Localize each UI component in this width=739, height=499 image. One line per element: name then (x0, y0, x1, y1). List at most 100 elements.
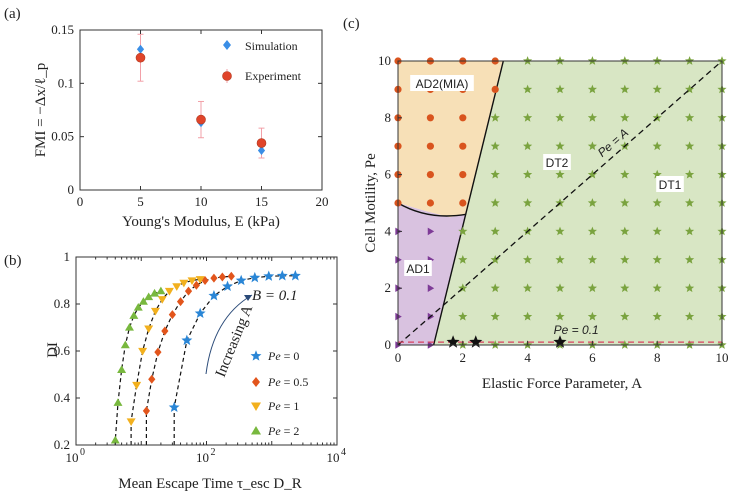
chart-a-xtick-label: 0 (77, 194, 84, 209)
chart-b-series-line (130, 278, 201, 445)
chart-b-point (110, 435, 120, 444)
chart-b-ytick-label: 0.8 (54, 296, 70, 311)
point-dt (685, 254, 695, 264)
chart-b-xlabel: Mean Escape Time τ_esc D_R (118, 476, 302, 492)
experiment-point (256, 138, 267, 148)
point-dt (555, 141, 565, 151)
chart-b-legend-label: Pe = 2 (267, 424, 299, 438)
chart-a-ytick-label: 0.1 (58, 75, 74, 90)
chart-b-xtick-exp: 4 (341, 447, 346, 458)
chart-b-legend: Pe = 0 Pe = 0.5 Pe = 1 Pe = 2 (250, 349, 308, 438)
point-dt (620, 311, 630, 321)
region-dt (433, 61, 722, 345)
chart-b-point (184, 286, 193, 296)
chart-b-point (179, 279, 189, 288)
chart-b-legend-marker (250, 350, 262, 361)
chart-a-xtick-label: 20 (316, 194, 329, 209)
panel-label-b: (b) (4, 253, 22, 269)
simulation-point (257, 146, 266, 156)
point-dt (685, 141, 695, 151)
chart-a-plot-area (135, 33, 267, 159)
chart-c-xtick-label: 4 (524, 350, 531, 365)
point-dt (458, 226, 468, 236)
point-dt (587, 254, 597, 264)
chart-b-point (117, 365, 127, 373)
black-star-point (446, 335, 460, 348)
chart-b-point (227, 271, 235, 281)
chart-b-legend-label: Pe = 0.5 (267, 375, 308, 389)
chart-c-ticks: 0 2 4 6 8 10 0 2 4 6 8 10 (378, 53, 729, 365)
line-pe-equals-a (397, 60, 723, 346)
chart-c-ytick-label: 4 (385, 223, 392, 238)
chart-a-ytick-label: 0.05 (51, 129, 74, 144)
chart-c-ytick-label: 6 (385, 167, 392, 182)
boundary-ad-dt (432, 60, 504, 346)
region-label-box (543, 154, 571, 170)
point-ad1 (427, 227, 435, 236)
chart-b-point (144, 325, 154, 334)
point-dt (523, 169, 533, 179)
chart-b-point (113, 398, 123, 406)
chart-a: 0 5 10 15 20 0 0.05 0.1 0.15 Young's Modulus, E … (33, 22, 329, 230)
chart-c-ytick-label: 2 (385, 280, 392, 295)
chart-b-point (126, 418, 136, 426)
chart-b-point (172, 283, 182, 291)
chart-b-legend-label: Pe = 0 (267, 349, 299, 363)
chart-b-point (138, 347, 148, 356)
legend-simulation-marker (223, 40, 231, 50)
point-ad2 (459, 114, 467, 122)
point-dt (458, 254, 468, 264)
chart-b-point (129, 311, 139, 319)
chart-a-legend: Simulation Experiment (222, 39, 302, 83)
point-dt (523, 283, 533, 293)
chart-a-ylabel: FMI = −Δx/ℓ_p (33, 63, 49, 158)
chart-b-point (138, 297, 148, 305)
point-dt (587, 198, 597, 207)
point-dt (652, 169, 662, 179)
point-dt (555, 254, 565, 264)
point-dt (652, 311, 662, 321)
point-dt (523, 141, 533, 151)
chart-b-point (181, 334, 193, 346)
chart-a-ticks: 0 5 10 15 20 0 0.05 0.1 0.15 (51, 22, 328, 209)
point-dt (490, 311, 500, 321)
chart-c-xtick-label: 6 (589, 350, 596, 365)
point-dt (587, 141, 597, 151)
chart-c-xtick-label: 0 (395, 350, 402, 365)
point-dt (555, 112, 565, 122)
point-dt (523, 254, 533, 264)
chart-b-legend-marker (252, 377, 260, 387)
region-label: DT1 (659, 178, 682, 192)
chart-a-xtick-label: 15 (255, 194, 268, 209)
point-dt (523, 311, 533, 321)
point-dt (685, 112, 695, 122)
black-star-point (553, 335, 567, 348)
point-dt (652, 283, 662, 293)
point-dt (523, 198, 533, 207)
chart-a-ytick-label: 0 (68, 182, 75, 197)
region-label-box (404, 260, 432, 276)
chart-a-xtick-label: 5 (137, 194, 144, 209)
point-ad2 (426, 171, 434, 179)
point-dt (587, 169, 597, 179)
chart-b-xtick-exp: 0 (80, 447, 85, 458)
chart-b-point (222, 280, 233, 292)
chart-b-ticks: 10 0 10 2 10 40.20.40.60.81 (54, 249, 346, 465)
point-ad2 (426, 199, 434, 207)
simulation-point (136, 44, 145, 54)
point-dt (685, 226, 695, 236)
panel-label-a: (a) (4, 6, 21, 22)
chart-b-point (176, 297, 185, 307)
chart-b-point (263, 270, 275, 281)
chart-b-point (124, 323, 134, 331)
chart-c-xtick-label: 8 (654, 350, 661, 365)
point-dt (685, 311, 695, 321)
chart-b-point (133, 303, 143, 311)
chart-b-annotation-B: B = 0.1 (252, 288, 298, 304)
chart-c-ytick-label: 0 (385, 337, 392, 352)
region-label: DT2 (546, 156, 569, 170)
chart-b-ylabel: DI (45, 342, 61, 358)
point-dt (685, 198, 695, 207)
